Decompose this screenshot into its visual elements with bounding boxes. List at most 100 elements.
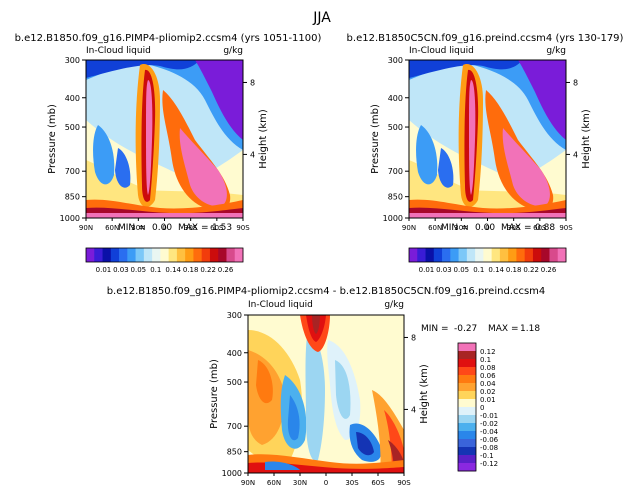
colorbar-label: 0.06	[480, 372, 496, 380]
colorbar-label: 0.26	[541, 266, 557, 274]
colorbar-swatch	[499, 248, 509, 262]
height-tick-label: 8	[573, 78, 578, 87]
colorbar-swatch	[234, 248, 244, 262]
colorbar-label: -0.04	[480, 428, 499, 436]
colorbar-swatch	[458, 248, 468, 262]
x-tick-label: 30S	[345, 479, 359, 487]
colorbar-label: 0.01	[96, 266, 112, 274]
colorbar-swatch	[193, 248, 203, 262]
colorbar-swatch	[516, 248, 526, 262]
y-tick-label: 1000	[383, 214, 403, 223]
x-tick-label: 90N	[241, 479, 255, 487]
y-axis-title: Pressure (mb)	[47, 104, 58, 174]
y-tick-label: 400	[388, 94, 403, 103]
y-tick-label: 500	[388, 123, 403, 132]
panel-2-axes: 300 400 500 700 850 1000 8 4 90N 60N 30N 0 30S 60S 90S…	[370, 56, 592, 232]
panel-3-field	[248, 315, 404, 473]
colorbar-label: -0.1	[480, 452, 494, 460]
colorbar-label: 0.01	[480, 396, 496, 404]
x-tick-label: 90S	[397, 479, 411, 487]
field-region	[518, 60, 566, 140]
colorbar-label: 0.04	[480, 380, 496, 388]
y-tick-label: 700	[388, 167, 403, 176]
panel-1-field	[86, 60, 243, 218]
panel-3: b.e12.B1850.f09_g16.PIMP4-pliomip2.ccsm4…	[107, 286, 546, 487]
colorbar-label: 0.22	[200, 266, 216, 274]
colorbar-swatch	[417, 248, 426, 262]
panel-2-stat-max-label: MAX =	[501, 223, 532, 233]
y-tick-label: 850	[388, 193, 403, 202]
colorbar-swatch	[524, 248, 534, 262]
colorbar-swatch	[209, 248, 219, 262]
colorbar-label: -0.06	[480, 436, 499, 444]
x-tick-label: 60S	[210, 224, 224, 232]
panel-1-variable: In-Cloud liquid	[86, 46, 151, 56]
colorbar-swatch	[102, 248, 112, 262]
colorbar-swatch	[458, 367, 476, 376]
panel-2-stat-min-label: MIN =	[441, 223, 469, 233]
panel-2: b.e12.B1850C5CN.f09_g16.preind.ccsm4 (yr…	[347, 33, 624, 274]
y-tick-label: 300	[388, 56, 403, 65]
panel-2-variable: In-Cloud liquid	[409, 46, 474, 56]
colorbar-swatch	[458, 375, 476, 384]
colorbar-swatch	[425, 248, 435, 262]
field-region	[409, 60, 566, 150]
colorbar-swatch	[458, 431, 476, 440]
x-tick-label: 90S	[236, 224, 250, 232]
colorbar-swatch	[450, 248, 459, 262]
y-tick-label: 850	[227, 448, 242, 457]
colorbar-swatch	[549, 248, 559, 262]
colorbar-label: 0.1	[150, 266, 161, 274]
colorbar-label: 0.18	[183, 266, 199, 274]
colorbar-swatch	[475, 248, 484, 262]
colorbar-label: 0.02	[480, 388, 496, 396]
y-axis-right-title: Height (km)	[258, 109, 269, 169]
panel-1-stat-min: 0.00	[152, 223, 172, 233]
x-tick-label: 60N	[105, 224, 119, 232]
y-tick-label: 500	[65, 123, 80, 132]
panel-3-stat-min-label: MIN =	[421, 324, 449, 334]
panel-2-field	[409, 60, 566, 218]
field-region	[93, 125, 115, 185]
colorbar-label: 0.03	[113, 266, 129, 274]
colorbar-swatch	[201, 248, 211, 262]
colorbar-swatch	[491, 248, 501, 262]
panel-2-stat-max: 0.88	[535, 223, 555, 233]
colorbar-label: -0.02	[480, 420, 498, 428]
colorbar-swatch	[541, 248, 550, 262]
panel-3-title: b.e12.B1850.f09_g16.PIMP4-pliomip2.ccsm4…	[107, 286, 546, 297]
field-region	[115, 148, 131, 188]
colorbar-swatch	[458, 439, 476, 448]
panel-2-stat-min: 0.00	[475, 223, 495, 233]
colorbar-label: 0.14	[488, 266, 504, 274]
field-region	[179, 128, 227, 207]
panel-3-stat-min: -0.27	[454, 324, 477, 334]
y-axis-title: Pressure (mb)	[370, 104, 381, 174]
colorbar-label: 0	[480, 404, 484, 412]
y-tick-label: 850	[65, 193, 80, 202]
x-tick-label: 30N	[131, 224, 145, 232]
y-tick-label: 1000	[60, 214, 80, 223]
y-tick-label: 1000	[222, 469, 242, 478]
x-tick-label: 0	[324, 479, 328, 487]
panel-3-variable: In-Cloud liquid	[248, 300, 313, 310]
y-tick-label: 500	[227, 378, 242, 387]
colorbar-label: 0.05	[131, 266, 147, 274]
colorbar-label: 0.03	[436, 266, 452, 274]
field-region	[287, 395, 300, 441]
colorbar-swatch	[127, 248, 136, 262]
colorbar-swatch	[94, 248, 103, 262]
colorbar-label: 0.14	[165, 266, 181, 274]
panel-1-colorbar: 0.01 0.03 0.05 0.1 0.14 0.18 0.22 0.26	[85, 247, 244, 274]
panel-2-units: g/kg	[546, 46, 566, 56]
colorbar-label: 0.18	[506, 266, 522, 274]
height-tick-label: 4	[250, 150, 255, 159]
colorbar-frame	[457, 342, 477, 472]
panel-3-stat-max: 1.18	[520, 324, 540, 334]
colorbar-label: 0.22	[523, 266, 539, 274]
panel-1: b.e12.B1850.f09_g16.PIMP4-pliomip2.ccsm4…	[15, 33, 322, 274]
colorbar-swatch	[458, 343, 476, 352]
field-region	[265, 461, 300, 470]
field-region	[409, 213, 566, 218]
